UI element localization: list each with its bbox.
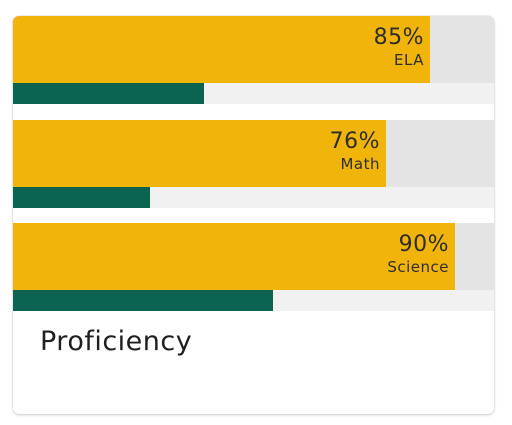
secondary-bar-fill bbox=[13, 290, 273, 311]
proficiency-bar-track: 76% Math bbox=[13, 120, 494, 187]
proficiency-bar-track: 85% ELA bbox=[13, 16, 494, 83]
secondary-bar-fill bbox=[13, 83, 204, 104]
subject-label: Math bbox=[340, 155, 380, 173]
percent-label: 85% bbox=[373, 25, 424, 50]
subject-row-science: 90% Science bbox=[13, 223, 494, 311]
proficiency-bar-fill bbox=[13, 16, 430, 83]
bar-label-group: 76% Math bbox=[330, 130, 380, 174]
card-title: Proficiency bbox=[40, 326, 193, 357]
proficiency-bar-fill bbox=[13, 223, 455, 290]
secondary-bar-track bbox=[13, 290, 494, 311]
subject-row-ela: 85% ELA bbox=[13, 16, 494, 104]
bar-label-group: 90% Science bbox=[387, 233, 449, 277]
secondary-bar-fill bbox=[13, 187, 150, 208]
subject-label: Science bbox=[387, 258, 449, 276]
percent-label: 90% bbox=[398, 232, 449, 257]
proficiency-bar-fill bbox=[13, 120, 386, 187]
proficiency-bar-track: 90% Science bbox=[13, 223, 494, 290]
proficiency-card: 85% ELA 76% Math 90% Science bbox=[13, 16, 494, 414]
secondary-bar-track bbox=[13, 83, 494, 104]
bar-label-group: 85% ELA bbox=[374, 26, 424, 70]
secondary-bar-track bbox=[13, 187, 494, 208]
subject-row-math: 76% Math bbox=[13, 120, 494, 208]
subject-label: ELA bbox=[394, 51, 424, 69]
percent-label: 76% bbox=[329, 129, 380, 154]
